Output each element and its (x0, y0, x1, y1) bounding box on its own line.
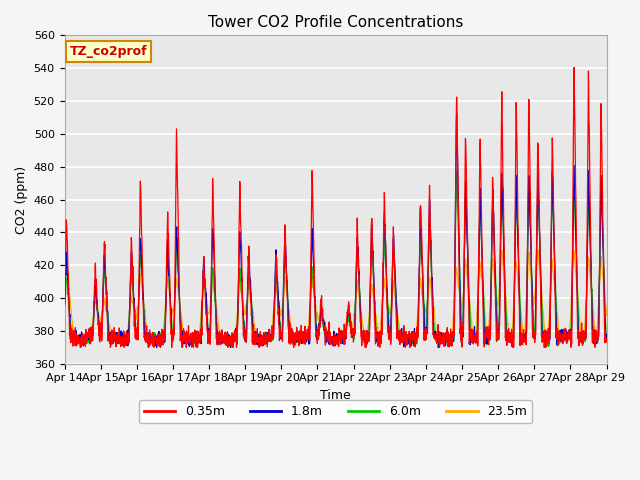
1.8m (570, 163, 578, 168)
1.8m (556, 337, 563, 343)
6.0m (363, 336, 371, 342)
6.0m (351, 314, 359, 320)
6.0m (61, 310, 68, 316)
1.8m (153, 345, 161, 350)
0.35m (570, 65, 578, 71)
1.8m (603, 332, 611, 337)
Legend: 0.35m, 1.8m, 6.0m, 23.5m: 0.35m, 1.8m, 6.0m, 23.5m (139, 400, 532, 423)
6.0m (452, 168, 460, 174)
6.0m (603, 332, 611, 338)
23.5m (212, 299, 220, 305)
6.0m (493, 312, 501, 318)
23.5m (534, 247, 542, 252)
23.5m (570, 249, 578, 255)
6.0m (556, 332, 563, 337)
0.35m (555, 335, 563, 341)
23.5m (61, 287, 68, 292)
0.35m (363, 341, 371, 347)
0.35m (61, 303, 68, 309)
1.8m (452, 110, 460, 116)
0.35m (77, 345, 84, 350)
23.5m (351, 308, 359, 314)
0.35m (493, 336, 501, 342)
1.8m (212, 307, 220, 312)
Line: 6.0m: 6.0m (65, 171, 607, 347)
23.5m (556, 330, 563, 336)
23.5m (363, 335, 371, 341)
Line: 1.8m: 1.8m (65, 113, 607, 348)
Title: Tower CO2 Profile Concentrations: Tower CO2 Profile Concentrations (208, 15, 463, 30)
X-axis label: Time: Time (320, 389, 351, 402)
23.5m (603, 312, 611, 318)
0.35m (212, 315, 220, 321)
6.0m (545, 344, 552, 349)
1.8m (493, 333, 501, 339)
Line: 23.5m: 23.5m (65, 250, 607, 344)
1.8m (363, 332, 371, 337)
1.8m (61, 302, 68, 308)
0.35m (351, 314, 359, 320)
23.5m (493, 301, 501, 307)
0.35m (603, 339, 611, 345)
Line: 0.35m: 0.35m (65, 68, 607, 348)
6.0m (570, 185, 578, 191)
0.35m (570, 73, 578, 79)
Text: TZ_co2prof: TZ_co2prof (70, 45, 148, 58)
Y-axis label: CO2 (ppm): CO2 (ppm) (15, 166, 28, 234)
1.8m (351, 306, 359, 312)
23.5m (405, 341, 413, 347)
6.0m (212, 305, 220, 311)
